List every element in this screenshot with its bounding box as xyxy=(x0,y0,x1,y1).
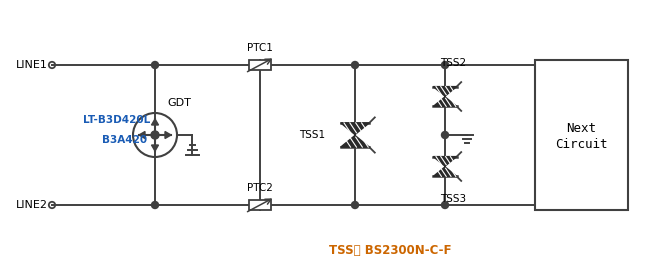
Text: B3A420: B3A420 xyxy=(102,135,148,145)
Polygon shape xyxy=(139,131,145,139)
Text: Next: Next xyxy=(566,123,596,136)
Circle shape xyxy=(352,201,359,208)
Text: LINE1: LINE1 xyxy=(16,60,48,70)
Text: Circuit: Circuit xyxy=(555,137,608,150)
Text: LINE2: LINE2 xyxy=(16,200,48,210)
Polygon shape xyxy=(152,145,158,151)
Circle shape xyxy=(256,62,264,69)
Text: TSS： BS2300N-C-F: TSS： BS2300N-C-F xyxy=(329,244,451,256)
Circle shape xyxy=(152,201,158,208)
Text: TSS2: TSS2 xyxy=(440,59,466,69)
Polygon shape xyxy=(434,157,457,166)
Circle shape xyxy=(256,201,264,208)
Polygon shape xyxy=(152,119,158,125)
Bar xyxy=(249,200,271,210)
Polygon shape xyxy=(340,123,369,134)
Bar xyxy=(249,60,271,70)
Polygon shape xyxy=(434,87,457,96)
Text: GDT: GDT xyxy=(167,98,191,108)
Text: PTC2: PTC2 xyxy=(247,183,273,193)
Text: TSS1: TSS1 xyxy=(299,130,325,140)
Circle shape xyxy=(151,131,159,139)
Polygon shape xyxy=(434,97,457,106)
Circle shape xyxy=(352,62,359,69)
Circle shape xyxy=(441,201,449,208)
Polygon shape xyxy=(434,167,457,176)
Text: PTC1: PTC1 xyxy=(247,43,273,53)
Text: TSS3: TSS3 xyxy=(440,194,466,204)
Polygon shape xyxy=(165,131,171,139)
Bar xyxy=(535,60,628,210)
Circle shape xyxy=(152,62,158,69)
Circle shape xyxy=(441,131,449,139)
Polygon shape xyxy=(340,136,369,147)
Circle shape xyxy=(441,62,449,69)
Text: LT-B3D420L: LT-B3D420L xyxy=(83,115,150,125)
